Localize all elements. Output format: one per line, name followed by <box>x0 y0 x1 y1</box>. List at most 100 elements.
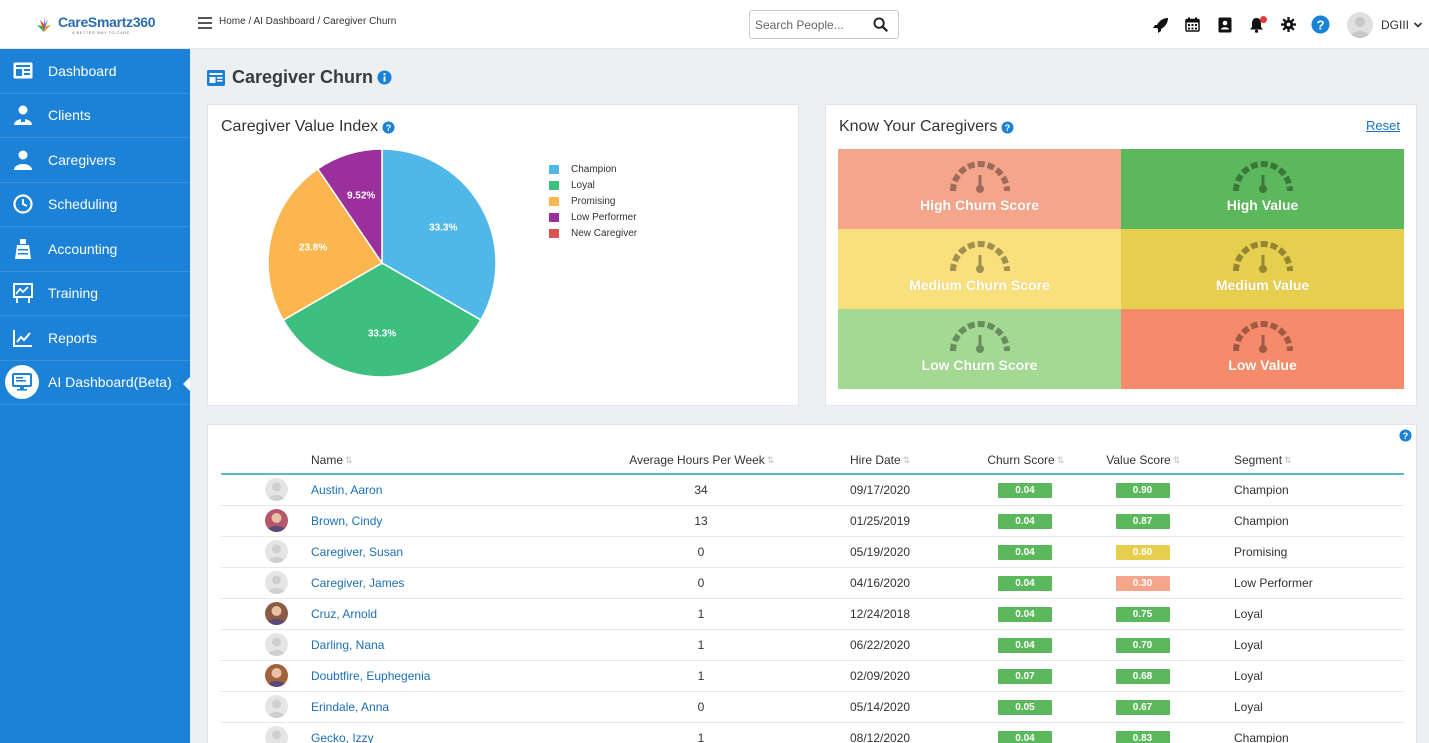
sidebar-item-ai-dashboard-beta[interactable]: AI Dashboard(Beta) <box>0 361 190 405</box>
name-cell[interactable]: Brown, Cindy <box>311 505 576 537</box>
table-row[interactable]: Gecko, Izzy 1 08/12/2020 0.04 0.83 Champ… <box>221 722 1404 743</box>
segment-cell: Champion <box>1200 722 1404 743</box>
svg-text:?: ? <box>386 122 392 132</box>
pie-slice-promising[interactable] <box>267 167 384 322</box>
table-row[interactable]: Cruz, Arnold 1 12/24/2018 0.04 0.75 Loya… <box>221 598 1404 630</box>
rocket-icon[interactable] <box>1145 9 1177 41</box>
sort-icon[interactable]: ⇅ <box>902 455 911 466</box>
logo[interactable]: CareSmartz360 A BETTER WAY TO CARE <box>0 0 190 49</box>
hire-date-cell: 04/16/2020 <box>826 567 965 599</box>
sort-icon[interactable]: ⇅ <box>1056 455 1065 466</box>
column-header-hours[interactable]: Average Hours Per Week ⇅ <box>576 447 826 475</box>
hire-date-cell: 08/12/2020 <box>826 722 965 743</box>
sidebar-item-scheduling[interactable]: Scheduling <box>0 183 190 227</box>
legend-item[interactable]: Low Performer <box>549 209 637 225</box>
contacts-icon[interactable] <box>1209 9 1241 41</box>
value-score-badge: 0.75 <box>1115 606 1170 622</box>
question-icon[interactable]: ? <box>382 120 395 134</box>
gear-icon[interactable] <box>1273 9 1305 41</box>
matrix-cell-low-churn-score[interactable]: Low Churn Score <box>838 309 1121 389</box>
caregiver-name-link[interactable]: Erindale, Anna <box>311 699 390 714</box>
column-header-hire-date[interactable]: Hire Date ⇅ <box>826 447 965 475</box>
caregiver-name-link[interactable]: Austin, Aaron <box>311 482 383 497</box>
sidebar-item-training[interactable]: Training <box>0 272 190 316</box>
segment-cell: Champion <box>1200 505 1404 537</box>
legend-item[interactable]: Promising <box>549 193 637 209</box>
caregiver-name-link[interactable]: Caregiver, Susan <box>311 544 404 559</box>
caregiver-name-link[interactable]: Darling, Nana <box>311 637 385 652</box>
caregiver-name-link[interactable]: Brown, Cindy <box>311 513 383 528</box>
info-icon[interactable] <box>377 70 392 85</box>
table-row[interactable]: Darling, Nana 1 06/22/2020 0.04 0.70 Loy… <box>221 629 1404 661</box>
pie-slice-champion[interactable] <box>381 149 497 321</box>
value-score-badge: 0.68 <box>1115 668 1170 684</box>
pie-slice-low-performer[interactable] <box>316 149 383 266</box>
name-cell[interactable]: Caregiver, James <box>311 567 576 599</box>
caregiver-name-link[interactable]: Doubtfire, Euphegenia <box>311 668 431 683</box>
name-cell[interactable]: Gecko, Izzy <box>311 722 576 743</box>
matrix-cell-medium-churn-score[interactable]: Medium Churn Score <box>838 229 1121 309</box>
caregiver-name-link[interactable]: Gecko, Izzy <box>311 730 374 743</box>
name-cell[interactable]: Doubtfire, Euphegenia <box>311 660 576 692</box>
sidebar-item-caregivers[interactable]: Caregivers <box>0 138 190 183</box>
table-row[interactable]: Austin, Aaron 34 09/17/2020 0.04 0.90 Ch… <box>221 474 1404 506</box>
legend-item[interactable]: Loyal <box>549 177 637 193</box>
table-row[interactable]: Caregiver, Susan 0 05/19/2020 0.04 0.60 … <box>221 536 1404 568</box>
name-cell[interactable]: Cruz, Arnold <box>311 598 576 630</box>
pie-slice-label: 9.52% <box>347 190 375 201</box>
matrix-cell-label: High Value <box>1226 197 1299 213</box>
name-cell[interactable]: Caregiver, Susan <box>311 536 576 568</box>
column-header-label: Churn Score <box>987 453 1055 467</box>
sort-icon[interactable]: ⇅ <box>1172 455 1181 466</box>
churn-score-badge: 0.04 <box>998 575 1052 591</box>
matrix-cell-high-value[interactable]: High Value <box>1121 149 1404 229</box>
column-header-churn-score[interactable]: Churn Score ⇅ <box>965 447 1085 475</box>
hours-cell: 0 <box>576 536 826 568</box>
question-icon[interactable]: ? <box>1001 120 1014 134</box>
pie-slice-loyal[interactable] <box>282 262 482 378</box>
caregiver-name-link[interactable]: Cruz, Arnold <box>311 606 378 621</box>
matrix-cell-medium-value[interactable]: Medium Value <box>1121 229 1404 309</box>
sidebar-item-clients[interactable]: Clients <box>0 94 190 138</box>
caregiver-name-link[interactable]: Caregiver, James <box>311 575 405 590</box>
sort-icon[interactable]: ⇅ <box>766 455 775 466</box>
menu-toggle-icon[interactable] <box>198 17 212 29</box>
question-icon[interactable]: ? <box>1399 429 1412 442</box>
churn-score-badge: 0.04 <box>998 482 1052 498</box>
legend-label: Low Performer <box>571 211 637 223</box>
search-input[interactable] <box>750 11 860 38</box>
legend-item[interactable]: New Caregiver <box>549 225 637 241</box>
column-header-name[interactable]: Name ⇅ <box>311 447 576 475</box>
help-icon[interactable]: ? <box>1305 9 1337 41</box>
bell-icon[interactable] <box>1241 9 1273 41</box>
matrix-cell-label: Medium Value <box>1215 277 1310 293</box>
sort-icon[interactable]: ⇅ <box>1284 455 1292 466</box>
column-header-value-score[interactable]: Value Score ⇅ <box>1085 447 1200 475</box>
column-header-segment[interactable]: Segment ⇅ <box>1200 447 1404 475</box>
legend-swatch <box>549 228 559 238</box>
user-avatar[interactable] <box>1346 11 1373 38</box>
matrix-cell-high-churn-score[interactable]: High Churn Score <box>838 149 1121 229</box>
calendar-icon[interactable] <box>1177 9 1209 41</box>
sidebar-item-reports[interactable]: Reports <box>0 316 190 361</box>
hours-cell: 34 <box>576 474 826 506</box>
breadcrumb[interactable]: Home / AI Dashboard / Caregiver Churn <box>219 16 397 27</box>
name-cell[interactable]: Darling, Nana <box>311 629 576 661</box>
sort-icon[interactable]: ⇅ <box>345 455 353 466</box>
reset-link[interactable]: Reset <box>1366 118 1400 133</box>
matrix-cell-low-value[interactable]: Low Value <box>1121 309 1404 389</box>
name-cell[interactable]: Erindale, Anna <box>311 691 576 723</box>
table-row[interactable]: Doubtfire, Euphegenia 1 02/09/2020 0.07 … <box>221 660 1404 692</box>
chevron-down-icon[interactable] <box>1413 20 1423 30</box>
sidebar-item-accounting[interactable]: Accounting <box>0 227 190 272</box>
table-row[interactable]: Brown, Cindy 13 01/25/2019 0.04 0.87 Cha… <box>221 505 1404 537</box>
sidebar-item-dashboard[interactable]: Dashboard <box>0 49 190 94</box>
table-row[interactable]: Caregiver, James 0 04/16/2020 0.04 0.30 … <box>221 567 1404 599</box>
segment-cell: Loyal <box>1200 660 1404 692</box>
search-icon[interactable] <box>873 17 888 32</box>
name-cell[interactable]: Austin, Aaron <box>311 474 576 506</box>
table-row[interactable]: Erindale, Anna 0 05/14/2020 0.05 0.67 Lo… <box>221 691 1404 723</box>
user-name[interactable]: DGIII <box>1380 17 1409 32</box>
legend-item[interactable]: Champion <box>549 161 637 177</box>
pie-slice-label: 33.3% <box>368 329 396 340</box>
